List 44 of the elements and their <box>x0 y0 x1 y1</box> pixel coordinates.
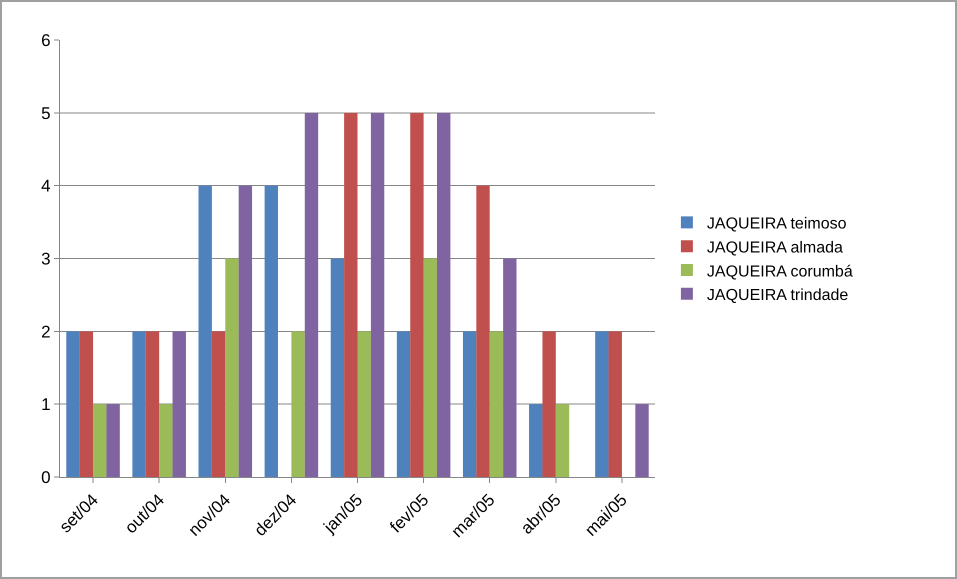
y-tick-label: 2 <box>41 322 51 342</box>
legend-label: JAQUEIRA teimoso <box>706 216 847 233</box>
bar <box>198 186 212 477</box>
bar <box>396 331 410 477</box>
bar <box>172 331 186 477</box>
bar <box>66 331 80 477</box>
y-tick-label: 3 <box>41 249 51 268</box>
bar <box>542 331 556 477</box>
bar <box>132 331 146 477</box>
bar <box>225 258 239 477</box>
bar <box>437 112 450 477</box>
bar <box>556 404 570 477</box>
bar <box>304 112 318 477</box>
bar <box>238 186 252 477</box>
bar <box>159 404 173 477</box>
bar <box>264 186 278 477</box>
y-tick-label: 5 <box>41 104 51 123</box>
bar <box>490 331 504 477</box>
bar <box>529 404 542 477</box>
bar <box>476 186 490 477</box>
bar <box>635 404 649 477</box>
bar <box>291 331 305 477</box>
bar <box>595 331 609 477</box>
bar <box>424 258 437 477</box>
bar <box>80 331 94 477</box>
bar <box>358 331 371 477</box>
legend-label: JAQUEIRA almada <box>706 239 844 256</box>
bar <box>370 112 384 477</box>
bar <box>410 112 424 477</box>
bar <box>330 258 344 477</box>
bar <box>106 404 120 477</box>
bar <box>93 404 106 477</box>
bar <box>212 331 226 477</box>
bar <box>462 331 476 477</box>
bar <box>503 258 516 477</box>
y-tick-label: 1 <box>41 395 51 414</box>
legend-label: JAQUEIRA trindade <box>706 287 848 304</box>
y-tick-label: 6 <box>41 30 51 50</box>
bar <box>344 112 358 477</box>
bar <box>146 331 160 477</box>
legend-label: JAQUEIRA corumbá <box>706 263 853 280</box>
bar <box>608 331 622 477</box>
y-tick-label: 0 <box>41 468 51 487</box>
y-tick-label: 4 <box>41 176 51 196</box>
